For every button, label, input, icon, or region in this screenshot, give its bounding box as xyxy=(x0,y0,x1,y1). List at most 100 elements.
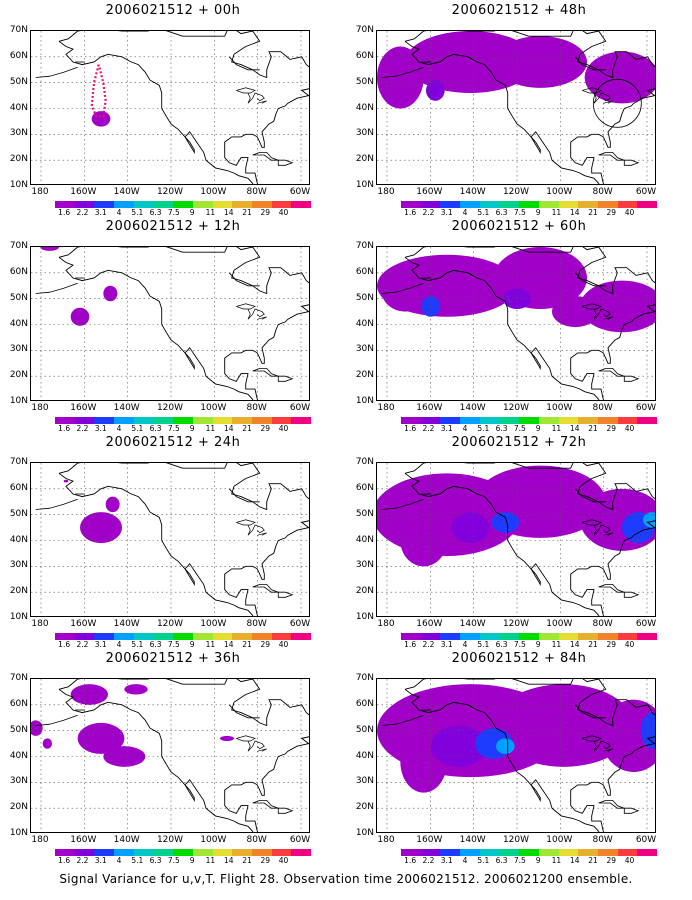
coastline xyxy=(58,40,254,184)
map-panel: 2006021512 + 24h 70N 60N 50N 40N 30N 20N 10N 180… xyxy=(0,432,346,649)
colorbar-swatch xyxy=(499,849,520,856)
colorbar-level-label: 29 xyxy=(606,208,617,217)
lat-tick-label: 30N xyxy=(9,344,28,355)
colorbar-swatch xyxy=(617,201,638,208)
colorbar-swatch xyxy=(153,201,174,208)
colorbar-swatch xyxy=(192,417,213,424)
variance-shading xyxy=(70,684,108,705)
variance-shading xyxy=(426,80,445,101)
colorbar-swatch xyxy=(251,849,272,856)
lon-tick-label: 100W xyxy=(200,619,227,629)
colorbar-level-label: 29 xyxy=(606,424,617,433)
colorbar-level-label: 21 xyxy=(242,856,252,865)
colorbar-swatch xyxy=(133,849,154,856)
colorbar-swatch xyxy=(133,201,154,208)
colorbar-level-label: 4 xyxy=(116,640,122,649)
colorbar-swatch xyxy=(173,633,193,640)
lake-outline xyxy=(603,100,613,104)
colorbar-level-label: 11 xyxy=(551,208,562,217)
lat-tick-label: 50N xyxy=(9,508,28,519)
colorbar-level-label: 9 xyxy=(535,424,541,433)
colorbar-swatch xyxy=(617,633,638,640)
colorbar-swatch xyxy=(597,417,618,424)
lat-tick-label: 70N xyxy=(9,673,28,683)
panel-title: 2006021512 + 36h xyxy=(105,651,241,666)
coastline xyxy=(58,256,254,400)
colorbar-level-label: 40 xyxy=(624,424,635,433)
lat-tick-label: 40N xyxy=(9,102,28,113)
colorbar-swatch xyxy=(251,201,272,208)
lat-tick-label: 70N xyxy=(355,457,374,467)
colorbar-level-label: 7.5 xyxy=(167,640,180,649)
colorbar-swatch xyxy=(271,633,292,640)
lat-tick-label: 20N xyxy=(355,586,374,597)
lon-tick-label: 60W xyxy=(289,619,311,629)
lon-tick-label: 120W xyxy=(156,835,184,845)
colorbar-level-label: 29 xyxy=(606,640,617,649)
colorbar xyxy=(55,633,311,640)
lon-tick-label: 140W xyxy=(459,403,486,413)
colorbar-swatch xyxy=(558,201,579,208)
lat-tick-label: 10N xyxy=(355,396,374,406)
colorbar-swatch xyxy=(578,849,598,856)
colorbar-level-label: 3.1 xyxy=(94,856,107,865)
colorbar-level-label: 11 xyxy=(551,640,562,649)
coastline xyxy=(277,591,294,598)
colorbar-level-label: 5.1 xyxy=(477,424,490,433)
colorbar-swatch xyxy=(114,201,134,208)
colorbar-swatch xyxy=(420,849,441,856)
map-svg xyxy=(31,463,309,616)
colorbar-swatch xyxy=(291,849,311,856)
lon-tick-label: 160W xyxy=(416,619,443,629)
lake-outline xyxy=(247,92,256,104)
colorbar-swatch xyxy=(460,849,480,856)
colorbar-swatch xyxy=(94,201,115,208)
colorbar-level-label: 6.3 xyxy=(495,856,508,865)
lon-tick-label: 180 xyxy=(31,835,49,845)
panel-title: 2006021512 + 60h xyxy=(451,219,587,234)
coastline xyxy=(58,31,309,184)
lon-tick-label: 160W xyxy=(70,619,97,629)
map-panel: 2006021512 + 84h 70N 60N 50N 40N 30N 20N 10N 180… xyxy=(346,648,692,865)
colorbar-level-label: 9 xyxy=(189,208,195,217)
colorbar-swatch xyxy=(479,849,500,856)
colorbar-swatch xyxy=(55,633,75,640)
lon-tick-label: 140W xyxy=(459,619,486,629)
variance-shading xyxy=(124,684,148,695)
coastline xyxy=(228,56,260,71)
lat-tick-label: 60N xyxy=(355,50,374,61)
lat-tick-label: 40N xyxy=(355,318,374,329)
map-svg xyxy=(377,679,655,832)
colorbar xyxy=(55,201,311,208)
colorbar-level-label: 21 xyxy=(242,640,252,649)
colorbar-swatch xyxy=(212,201,233,208)
colorbar-swatch xyxy=(251,633,272,640)
colorbar-swatch xyxy=(74,633,95,640)
lon-tick-label: 160W xyxy=(70,403,97,413)
lake-outline xyxy=(582,735,602,742)
colorbar-swatch xyxy=(479,417,500,424)
colorbar-level-label: 3.1 xyxy=(94,208,107,217)
lat-tick-label: 10N xyxy=(355,180,374,190)
colorbar-level-label: 7.5 xyxy=(513,424,526,433)
colorbar-swatch xyxy=(578,633,598,640)
colorbar-swatch xyxy=(440,633,461,640)
colorbar-swatch xyxy=(153,633,174,640)
coastline xyxy=(381,282,424,294)
colorbar-swatch xyxy=(55,201,75,208)
lon-tick-label: 140W xyxy=(459,835,486,845)
lon-tick-label: 60W xyxy=(289,403,311,413)
colorbar-swatch xyxy=(401,849,421,856)
map-panel: 2006021512 + 00h 70N 60N 50N 40N 30N 20N 10N 180… xyxy=(0,0,346,217)
lake-outline xyxy=(582,519,602,526)
lake-outline xyxy=(236,87,256,94)
colorbar-swatch xyxy=(192,633,213,640)
colorbar-level-label: 21 xyxy=(588,856,598,865)
colorbar-swatch xyxy=(173,201,193,208)
coastline xyxy=(252,368,279,377)
coastline xyxy=(381,714,424,726)
variance-shading xyxy=(40,247,59,251)
colorbar-level-label: 2.2 xyxy=(422,640,435,649)
colorbar-swatch xyxy=(173,417,193,424)
colorbar-level-label: 4 xyxy=(462,208,468,217)
